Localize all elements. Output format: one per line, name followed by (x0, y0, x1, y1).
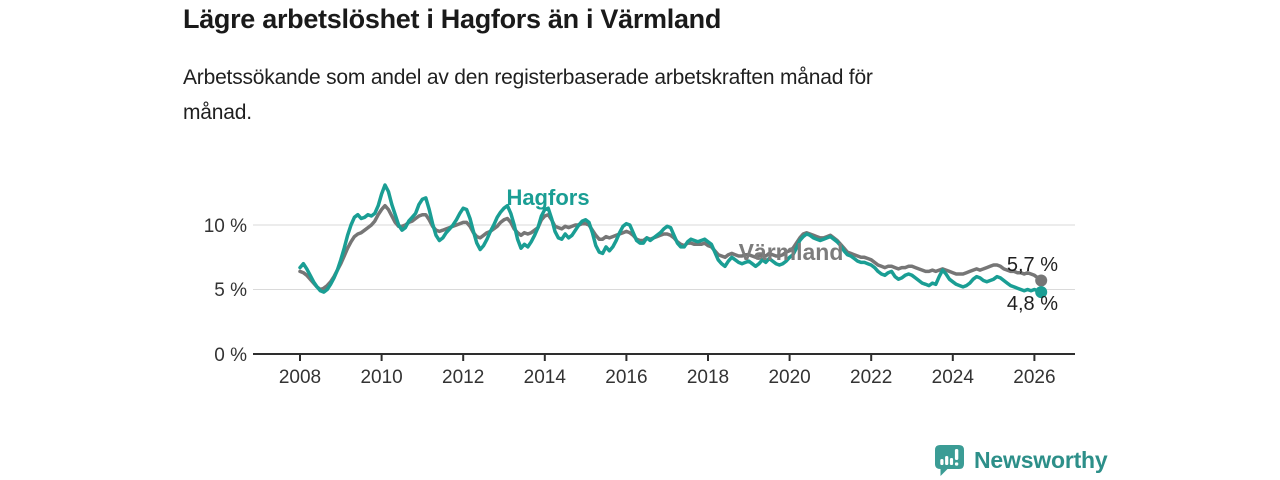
varmland-series-label: Värmland (739, 239, 844, 265)
x-tick-label-2026: 2026 (1013, 367, 1055, 388)
x-tick-label-2022: 2022 (850, 367, 892, 388)
x-tick-label-2016: 2016 (605, 367, 647, 388)
varmland-end-dot (1035, 274, 1048, 287)
hagfors-series-label: Hagfors (506, 185, 589, 210)
x-axis: 2008 2010 2012 2014 2016 2018 2020 2022 2024 2026 (253, 353, 1075, 388)
bar-chart-speech-bubble-icon (935, 445, 964, 476)
varmland-end-value-label: 5,7 % (1007, 254, 1058, 276)
hagfors-line (298, 183, 1043, 294)
x-tick-label-2008: 2008 (279, 367, 321, 388)
x-tick-label-2010: 2010 (360, 367, 402, 388)
x-tick-label-2020: 2020 (768, 367, 810, 388)
line-chart: 2008 2010 2012 2014 2016 2018 2020 2022 2024 2026… (204, 183, 1075, 388)
y-tick-label-5: 5 % (214, 280, 247, 301)
brand-name: Newsworthy (974, 447, 1108, 473)
x-tick-label-2024: 2024 (932, 367, 975, 388)
varmland-line (298, 203, 1043, 292)
chart-subtitle: Arbetssökande som andel av den registerb… (183, 60, 873, 130)
y-tick-label-10: 10 % (204, 216, 247, 237)
y-tick-label-0: 0 % (214, 345, 247, 366)
chart-series (298, 183, 1048, 299)
hagfors-end-value-label: 4,8 % (1007, 293, 1058, 315)
chart-annotations: 10 % 5 % 0 % Hagfors Värmland 5,7 % 4,8 … (204, 185, 1059, 366)
x-tick-label-2012: 2012 (442, 367, 484, 388)
x-tick-label-2018: 2018 (687, 367, 729, 388)
subtitle-line-2: månad. (183, 101, 252, 124)
hagfors-end-dot (1035, 286, 1048, 299)
gridlines (253, 224, 1075, 290)
newsworthy-brand: Newsworthy (934, 444, 1108, 477)
x-tick-label-2014: 2014 (524, 367, 567, 388)
page-title: Lägre arbetslöshet i Hagfors än i Värmla… (183, 4, 722, 34)
subtitle-line-1: Arbetssökande som andel av den registerb… (183, 66, 873, 89)
